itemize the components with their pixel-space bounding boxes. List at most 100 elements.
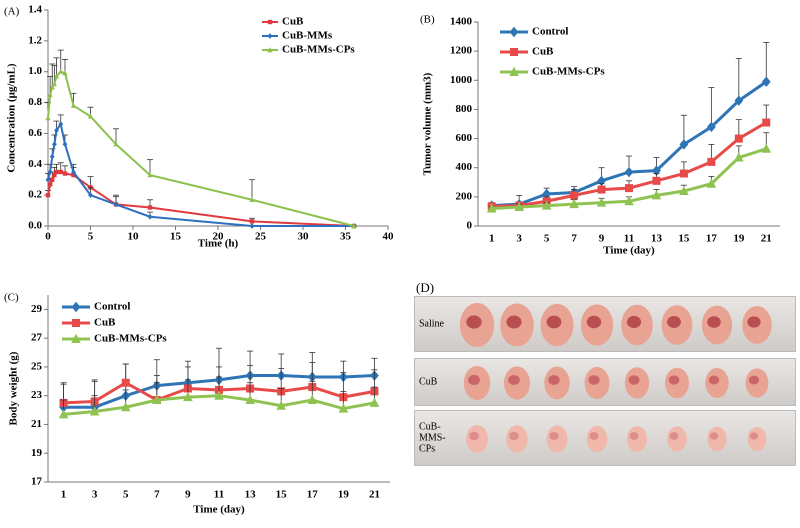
row-label: CuB (419, 376, 438, 388)
marker (214, 390, 224, 400)
marker (245, 394, 255, 405)
x-tick-label: 19 (733, 233, 745, 245)
y-tick-label: 1.4 (28, 4, 42, 16)
tumor-spot (748, 375, 760, 385)
marker (734, 134, 743, 143)
tumor-spot (469, 431, 479, 441)
y-tick-label: 27 (31, 332, 43, 344)
y-tick-label: 23 (31, 389, 43, 401)
marker (62, 141, 68, 148)
y-tick-label: 1000 (450, 74, 473, 86)
marker (652, 176, 661, 185)
legend-label: CuB (282, 16, 304, 28)
tumor-spot (546, 315, 562, 329)
x-tick-label: 5 (544, 233, 550, 245)
marker (762, 118, 771, 127)
tumor-spot (548, 375, 560, 385)
marker (88, 192, 93, 199)
x-tick-label: 3 (92, 489, 98, 501)
marker (120, 402, 131, 412)
marker (625, 184, 633, 193)
tumor-spot (626, 315, 642, 329)
y-tick-label: 21 (31, 418, 42, 430)
x-tick-label: 9 (185, 489, 191, 501)
tumor-spot (708, 375, 720, 385)
marker (58, 409, 69, 419)
y-tick-label: 0 (467, 220, 473, 232)
marker (50, 177, 55, 182)
panel-label: (A) (4, 6, 20, 18)
tumor-spot (549, 431, 559, 441)
tumor-spot (628, 375, 640, 385)
marker (570, 191, 579, 200)
marker (147, 205, 153, 210)
marker (307, 394, 318, 405)
marker (62, 70, 68, 76)
error-bar (708, 87, 715, 127)
marker (47, 169, 53, 175)
legend-label: CuB-MMs-CPs (532, 66, 605, 78)
x-tick-label: 21 (369, 489, 380, 501)
y-tick-label: 0.0 (28, 220, 42, 232)
y-tick-label: 29 (31, 303, 43, 315)
x-tick-label: 0 (45, 231, 51, 243)
tumor (707, 426, 727, 452)
marker (679, 139, 689, 150)
tumor-spot (749, 432, 759, 440)
marker (597, 185, 606, 194)
tumor-spot (588, 375, 600, 385)
x-tick-label: 11 (624, 233, 634, 245)
legend-label: Control (532, 26, 568, 38)
marker (47, 182, 53, 187)
series-line (47, 171, 355, 227)
y-tick-label: 0.2 (28, 189, 42, 201)
x-tick-label: 17 (706, 233, 718, 245)
marker (707, 157, 716, 166)
marker (152, 394, 162, 405)
marker (62, 171, 68, 176)
marker (47, 91, 53, 98)
error-bar (735, 58, 742, 101)
y-tick-label: 1400 (450, 16, 473, 28)
tumor-spot (707, 316, 721, 328)
y-tick-label: 19 (31, 447, 43, 459)
tumor-photo: (D) Saline CuB CuB-MMS-CPs (414, 280, 796, 522)
error-bar (249, 179, 255, 200)
error-bar (763, 42, 770, 82)
y-tick-label: 1.2 (28, 34, 42, 46)
tumor-spot (586, 315, 602, 329)
tumor-spot (669, 432, 679, 440)
marker (734, 95, 744, 106)
marker (71, 169, 76, 175)
marker (51, 141, 57, 148)
marker (113, 201, 119, 208)
tumor (667, 426, 687, 452)
x-tick-label: 17 (307, 489, 319, 501)
x-tick-label: 40 (383, 231, 395, 243)
tumor (747, 426, 767, 452)
marker (706, 178, 717, 188)
marker (706, 121, 716, 133)
marker (113, 141, 119, 147)
tumor (546, 425, 568, 453)
y-tick-label: 400 (456, 161, 473, 173)
marker (58, 169, 63, 175)
marker (338, 403, 349, 413)
tumor (506, 425, 528, 453)
y-axis-label: Concentration (μg/mL) (6, 63, 18, 173)
error-bar (53, 57, 60, 77)
y-tick-label: 0.8 (28, 96, 42, 108)
marker (72, 319, 80, 327)
marker (541, 200, 552, 210)
x-tick-label: 25 (255, 231, 267, 243)
tumor-spot (667, 316, 681, 328)
x-axis-label: Time (day) (193, 504, 245, 516)
tumor-spot (466, 315, 482, 329)
marker (45, 115, 51, 121)
photo-row: CuB (414, 358, 796, 406)
marker (45, 192, 51, 198)
x-tick-label: 11 (214, 489, 224, 501)
y-tick-label: 0.6 (28, 127, 42, 139)
marker (510, 48, 518, 56)
marker (121, 378, 130, 387)
